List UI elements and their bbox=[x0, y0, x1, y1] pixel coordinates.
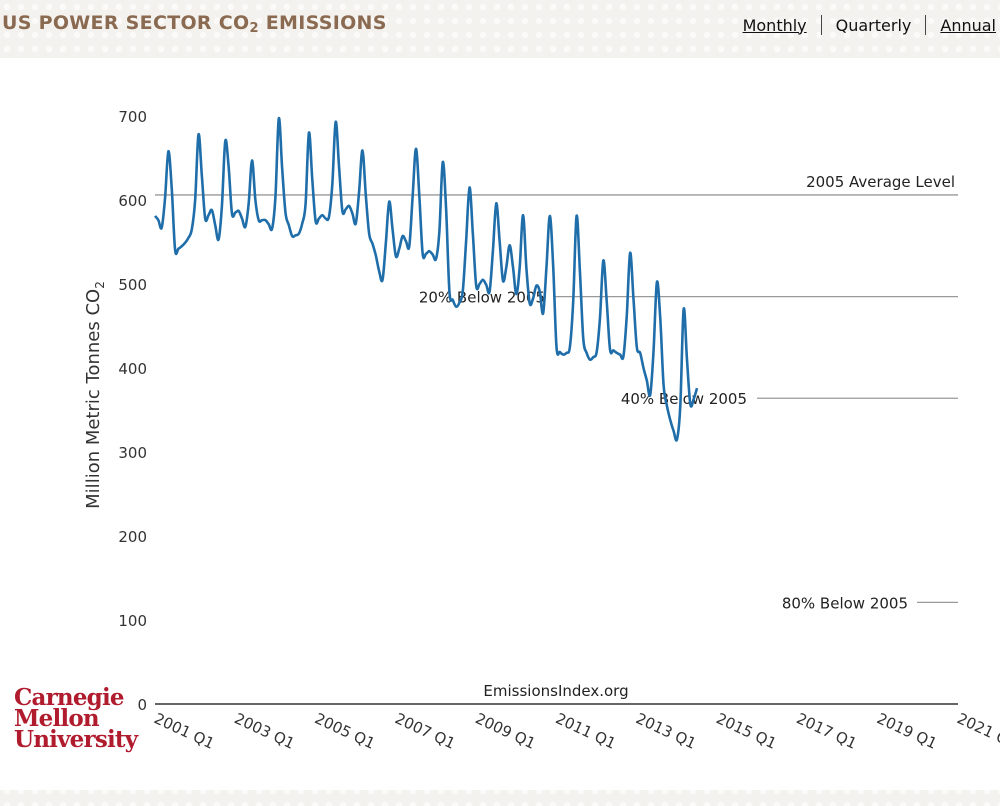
x-tick-label: 2015 Q1 bbox=[713, 709, 779, 752]
x-axis: 2001 Q1 2003 Q1 2005 Q1 2007 Q1 2009 Q1 2011 … bbox=[151, 709, 1000, 752]
logo-line: Mellon bbox=[14, 705, 100, 732]
x-tick-label: 2005 Q1 bbox=[312, 709, 378, 752]
nav-quarterly[interactable]: Quarterly bbox=[835, 15, 912, 35]
nav-separator bbox=[925, 15, 927, 35]
y-axis: 0 100 200 300 400 500 600 700 bbox=[118, 108, 147, 714]
reference-label: 2005 Average Level bbox=[806, 173, 955, 191]
granularity-nav: Monthly Quarterly Annual bbox=[743, 15, 996, 35]
x-tick-label: 2003 Q1 bbox=[232, 709, 298, 752]
x-tick-label: 2019 Q1 bbox=[874, 709, 940, 752]
nav-annual[interactable]: Annual bbox=[940, 15, 996, 35]
y-tick-label: 300 bbox=[118, 444, 147, 462]
reference-lines: 2005 Average Level 20% Below 2005 40% Belo… bbox=[155, 173, 958, 612]
x-tick-label: 2011 Q1 bbox=[553, 709, 619, 752]
page-title: US POWER SECTOR CO2 EMISSIONS bbox=[2, 12, 387, 36]
y-axis-label: Million Metric Tonnes CO2 bbox=[83, 281, 107, 509]
x-tick-label: 2017 Q1 bbox=[794, 709, 860, 752]
nav-separator bbox=[820, 15, 822, 35]
y-tick-label: 700 bbox=[118, 108, 147, 126]
x-tick-label: 2001 Q1 bbox=[151, 709, 217, 752]
x-tick-label: 2007 Q1 bbox=[392, 709, 458, 752]
reference-label: 40% Below 2005 bbox=[621, 390, 747, 408]
watermark: EmissionsIndex.org bbox=[483, 682, 628, 700]
y-tick-label: 500 bbox=[118, 276, 147, 294]
y-tick-label: 200 bbox=[118, 528, 147, 546]
logo-line: Carnegie bbox=[14, 684, 125, 711]
y-tick-label: 400 bbox=[118, 360, 147, 378]
y-tick-label: 100 bbox=[118, 612, 147, 630]
y-tick-label: 0 bbox=[137, 696, 147, 714]
x-tick-label: 2021 Q1 bbox=[954, 709, 1000, 752]
x-tick-label: 2009 Q1 bbox=[473, 709, 539, 752]
x-tick-label: 2013 Q1 bbox=[633, 709, 699, 752]
cmu-logo: Carnegie Mellon University bbox=[14, 684, 144, 753]
y-tick-label: 600 bbox=[118, 192, 147, 210]
series-line bbox=[153, 117, 699, 442]
reference-label: 80% Below 2005 bbox=[782, 594, 908, 612]
logo-line: University bbox=[14, 726, 138, 753]
nav-monthly[interactable]: Monthly bbox=[742, 15, 807, 35]
reference-label: 20% Below 2005 bbox=[419, 289, 545, 307]
